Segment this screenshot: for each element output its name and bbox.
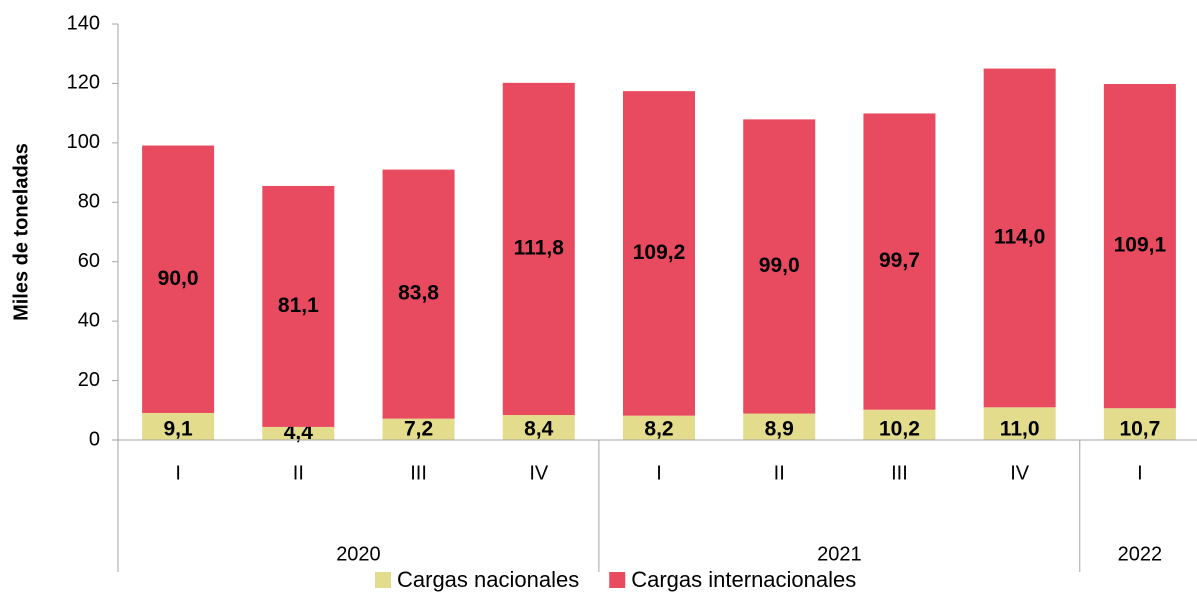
data-label: 109,1 (1114, 234, 1167, 257)
bar-segment (983, 68, 1056, 408)
bar-segment (623, 415, 695, 440)
data-label: 111,8 (514, 236, 565, 259)
data-label: 8,9 (765, 418, 794, 441)
bar-segment (262, 426, 335, 440)
data-label: 7,2 (404, 418, 433, 441)
bar-segment (382, 418, 455, 440)
data-label: 99,0 (759, 254, 800, 277)
legend-swatch (609, 572, 626, 588)
bar-segment (743, 413, 816, 440)
bar-segment (743, 119, 816, 414)
y-tick-label: 80 (78, 191, 100, 213)
x-tick-label: III (891, 462, 908, 484)
legend-label: Cargas internacionales (631, 567, 856, 592)
bar-segment (1103, 84, 1176, 409)
y-tick-label: 120 (67, 72, 100, 94)
y-tick-label: 40 (78, 309, 100, 331)
data-label: 10,7 (1119, 418, 1160, 441)
y-tick-label: 100 (67, 131, 100, 153)
data-label: 81,1 (278, 294, 319, 317)
data-label: 10,2 (879, 418, 920, 441)
data-label: 83,8 (398, 282, 439, 305)
bar-segment (142, 145, 215, 413)
group-label: 2021 (817, 543, 862, 565)
bar-segment (502, 82, 575, 416)
x-tick-label: IV (1010, 462, 1030, 484)
bar-segment (1103, 408, 1176, 440)
group-label: 2020 (336, 543, 381, 565)
y-axis-label: Miles de toneladas (10, 143, 32, 321)
bar-segment (502, 415, 575, 440)
x-tick-label: II (774, 462, 785, 484)
x-tick-label: II (293, 462, 304, 484)
y-tick-label: 140 (67, 12, 100, 34)
data-label: 90,0 (158, 267, 199, 290)
y-tick-label: 20 (78, 369, 100, 391)
bar-segment (863, 113, 936, 410)
bar-segment (142, 412, 215, 440)
data-label: 9,1 (164, 418, 194, 441)
x-tick-label: III (410, 462, 427, 484)
y-tick-label: 60 (78, 250, 100, 272)
data-label: 8,4 (524, 418, 554, 441)
x-tick-label: I (175, 462, 181, 484)
x-tick-label: I (656, 462, 662, 484)
x-tick-label: I (1137, 462, 1143, 484)
legend-label: Cargas nacionales (397, 567, 579, 592)
bar-segment (262, 185, 335, 427)
data-label: 114,0 (994, 225, 1045, 248)
legend-swatch (375, 572, 391, 588)
bar-segment (983, 407, 1056, 440)
x-tick-label: IV (529, 462, 549, 484)
data-label: 99,7 (879, 249, 920, 272)
data-label: 109,2 (633, 241, 686, 264)
y-tick-label: 0 (89, 428, 100, 450)
data-label: 8,2 (644, 418, 673, 441)
bar-segment (623, 91, 695, 416)
group-label: 2022 (1118, 543, 1163, 565)
bar-segment (863, 409, 936, 440)
bar-segment (382, 169, 455, 419)
data-label: 11,0 (1000, 418, 1040, 441)
